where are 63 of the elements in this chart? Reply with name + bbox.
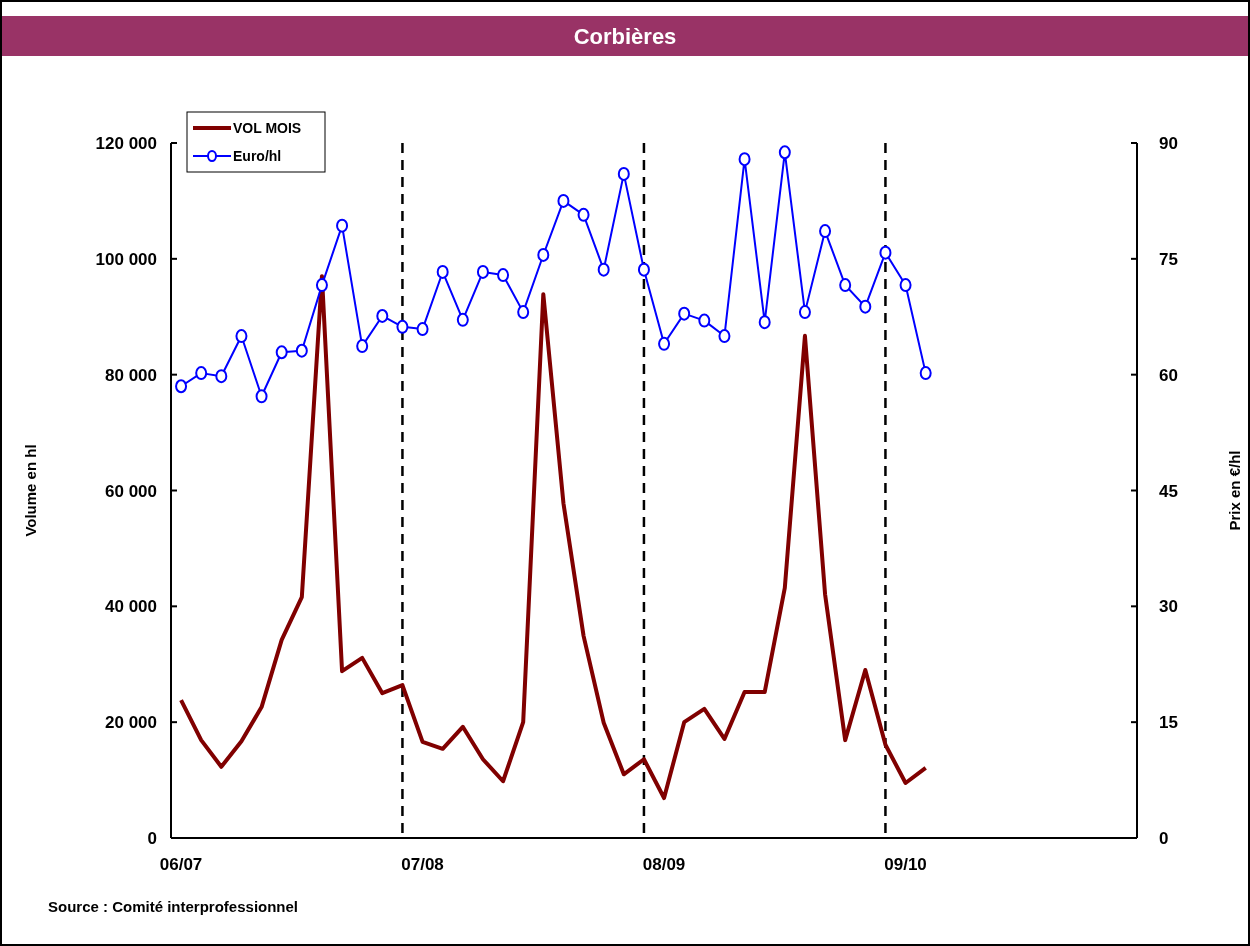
- x-tick-label: 06/07: [159, 855, 203, 874]
- y-axis-title: Volume en hl: [22, 444, 39, 537]
- x-tick-label: 09/10: [884, 855, 927, 874]
- y-tick-label: 100 000: [95, 249, 157, 269]
- point: [919, 366, 932, 381]
- y-tick-label: 20 000: [105, 713, 157, 733]
- y2-tick-label: 15: [1159, 713, 1178, 733]
- point: [456, 312, 469, 327]
- y-tick-label: 40 000: [105, 597, 157, 617]
- y2-tick-label: 90: [1159, 134, 1178, 153]
- point: [557, 193, 570, 208]
- point: [175, 379, 188, 394]
- point: [376, 308, 389, 323]
- y2-tick-label: 60: [1159, 365, 1178, 385]
- y-tick-label: 120 000: [95, 134, 157, 153]
- line-series: [179, 274, 928, 801]
- point: [235, 329, 248, 344]
- point: [275, 345, 288, 360]
- point: [497, 268, 510, 283]
- point: [617, 166, 630, 181]
- point: [356, 339, 369, 354]
- point: [839, 278, 852, 293]
- point: [476, 264, 489, 279]
- chart-title: Corbières: [573, 24, 677, 49]
- y2-axis-title: Prix en €/hl: [1226, 450, 1243, 531]
- legend-label: Euro/hl: [233, 148, 282, 164]
- point: [698, 313, 711, 328]
- point: [195, 366, 208, 381]
- point: [416, 322, 429, 337]
- point: [758, 315, 771, 330]
- y-tick-label: 0: [147, 829, 157, 848]
- y2-tick-label: 45: [1159, 481, 1178, 501]
- point: [879, 245, 892, 260]
- point: [396, 319, 409, 334]
- y2-tick-label: 75: [1159, 249, 1178, 269]
- x-tick-label: 07/08: [401, 855, 444, 874]
- point: [517, 305, 530, 320]
- x-tick-label: 08/09: [642, 855, 686, 874]
- point: [798, 305, 811, 320]
- point: [295, 343, 308, 358]
- point: [859, 299, 872, 314]
- point: [778, 145, 791, 160]
- point: [658, 336, 671, 351]
- point: [899, 278, 912, 293]
- source-note: Source : Comité interprofessionnel: [48, 898, 299, 915]
- y-tick-label: 80 000: [105, 365, 157, 385]
- legend-label: VOL MOIS: [233, 120, 302, 136]
- point: [738, 152, 751, 167]
- point: [336, 218, 349, 233]
- point: [436, 264, 449, 279]
- y2-tick-label: 0: [1159, 829, 1169, 848]
- point: [718, 329, 731, 344]
- point: [315, 278, 328, 293]
- point: [819, 224, 832, 239]
- point: [537, 247, 550, 262]
- point: [255, 389, 268, 404]
- point: [597, 262, 610, 277]
- y2-tick-label: 30: [1159, 597, 1178, 617]
- point: [678, 306, 691, 321]
- y-tick-label: 60 000: [105, 481, 157, 501]
- point: [637, 262, 650, 277]
- point: [215, 369, 228, 384]
- point: [577, 207, 590, 222]
